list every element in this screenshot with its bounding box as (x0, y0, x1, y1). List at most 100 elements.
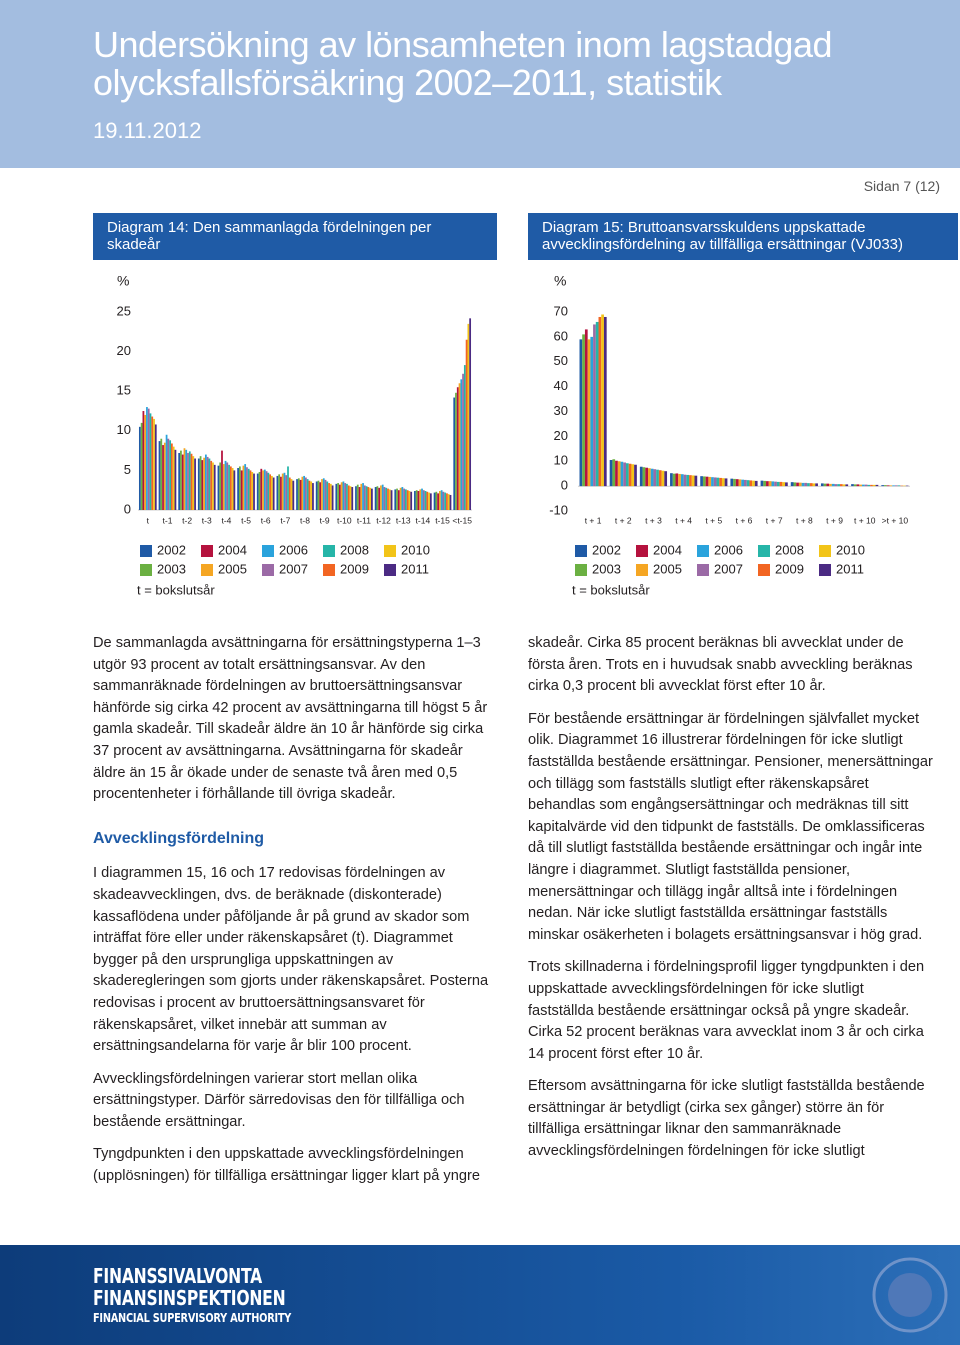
paragraph: Tyngdpunkten i den uppskattade avvecklin… (93, 1146, 480, 1185)
legend-label: 2006 (714, 542, 743, 557)
bar (319, 482, 322, 510)
logo-text: FINANCIAL SUPERVISORY AUTHORITY (93, 1310, 292, 1325)
x-tick-label: t + 7 (766, 515, 783, 525)
x-tick-label: t-11 (357, 515, 371, 525)
legend-swatch (575, 564, 587, 576)
bar (424, 490, 427, 510)
chart-title: Diagram 15: Bruttoansvarsskuldens uppska… (528, 213, 958, 260)
bar (875, 484, 879, 487)
bar (212, 462, 214, 510)
bar (204, 454, 207, 510)
bar (140, 422, 143, 510)
x-tick-label: t + 4 (675, 515, 692, 525)
x-tick-label: t + 10 (854, 515, 876, 525)
y-axis-label: % (554, 273, 566, 289)
bar (689, 475, 692, 487)
bar (219, 462, 222, 510)
bar (428, 492, 430, 510)
bar (741, 479, 744, 487)
legend-label: 2008 (775, 542, 804, 557)
bar (842, 484, 846, 487)
bar (365, 486, 368, 510)
bar (162, 445, 164, 510)
bar (349, 486, 352, 510)
legend-label: 2005 (653, 561, 682, 576)
bar (702, 476, 706, 487)
bar (329, 483, 332, 510)
legend-swatch (201, 545, 213, 557)
bar (231, 468, 234, 510)
bar (210, 460, 213, 510)
bar (244, 464, 247, 510)
bar (881, 485, 885, 487)
bar (297, 478, 300, 510)
bar (884, 485, 887, 487)
bar (754, 480, 758, 487)
bar (785, 482, 788, 487)
bar (595, 321, 599, 487)
bar (749, 480, 753, 487)
x-tick-label: t-7 (280, 515, 290, 525)
bar (237, 468, 239, 510)
bar (203, 457, 205, 510)
bar (612, 459, 616, 487)
bar (315, 481, 318, 510)
bar (213, 464, 216, 510)
bar (460, 379, 463, 510)
y-tick-label: 20 (554, 428, 568, 443)
bar (419, 489, 422, 510)
bar (429, 493, 432, 510)
legend-label: 2005 (218, 561, 247, 576)
bar (705, 476, 709, 487)
bar (768, 481, 772, 487)
bar (247, 468, 250, 510)
bar (238, 466, 241, 510)
bar (172, 446, 175, 510)
bar (856, 484, 860, 487)
bar (796, 482, 799, 487)
bar (160, 438, 163, 510)
bar (766, 481, 769, 487)
bar (396, 488, 398, 510)
bar (369, 487, 372, 510)
legend-label: 2003 (592, 561, 621, 576)
bar (265, 471, 268, 510)
bar (380, 485, 382, 510)
bar (201, 460, 204, 510)
bar (206, 456, 209, 510)
bar (253, 473, 255, 510)
bar (889, 485, 893, 487)
bar (839, 484, 843, 487)
bar (360, 483, 363, 510)
bar (746, 480, 750, 487)
charts: % 0 5 10 15 20 25 t t-1 t-2 t-3 t-4 t-5 t-6 t-7 t-8 t-9 t… (117, 273, 910, 597)
bar (142, 411, 145, 510)
bar (340, 482, 343, 510)
bar (376, 486, 379, 510)
paragraph: Avvecklingsfördelningen varierar stort m… (93, 1070, 465, 1130)
legend-label: 2004 (218, 542, 247, 557)
bar (308, 480, 311, 510)
bar (442, 491, 445, 510)
bar (271, 475, 273, 510)
legend-swatch (819, 545, 831, 557)
bar (171, 443, 173, 510)
bar (153, 418, 155, 510)
bar (465, 339, 468, 510)
bar (447, 494, 450, 510)
bar (267, 472, 270, 510)
legend-label: 2009 (340, 561, 369, 576)
bar (837, 484, 840, 487)
bar (815, 483, 818, 487)
bar (281, 473, 284, 510)
bar (648, 468, 651, 487)
bar (346, 483, 348, 510)
bar (303, 475, 305, 510)
x-tick-label: t-13 (396, 515, 411, 525)
bar (358, 487, 361, 510)
x-tick-label: t-14 (416, 515, 431, 525)
chart-title: Diagram 14: Den sammanlagda fördelningen… (93, 213, 497, 260)
bar (440, 490, 443, 510)
legend-label: 2010 (401, 542, 430, 557)
x-tick-label: <t-15 (452, 515, 472, 525)
